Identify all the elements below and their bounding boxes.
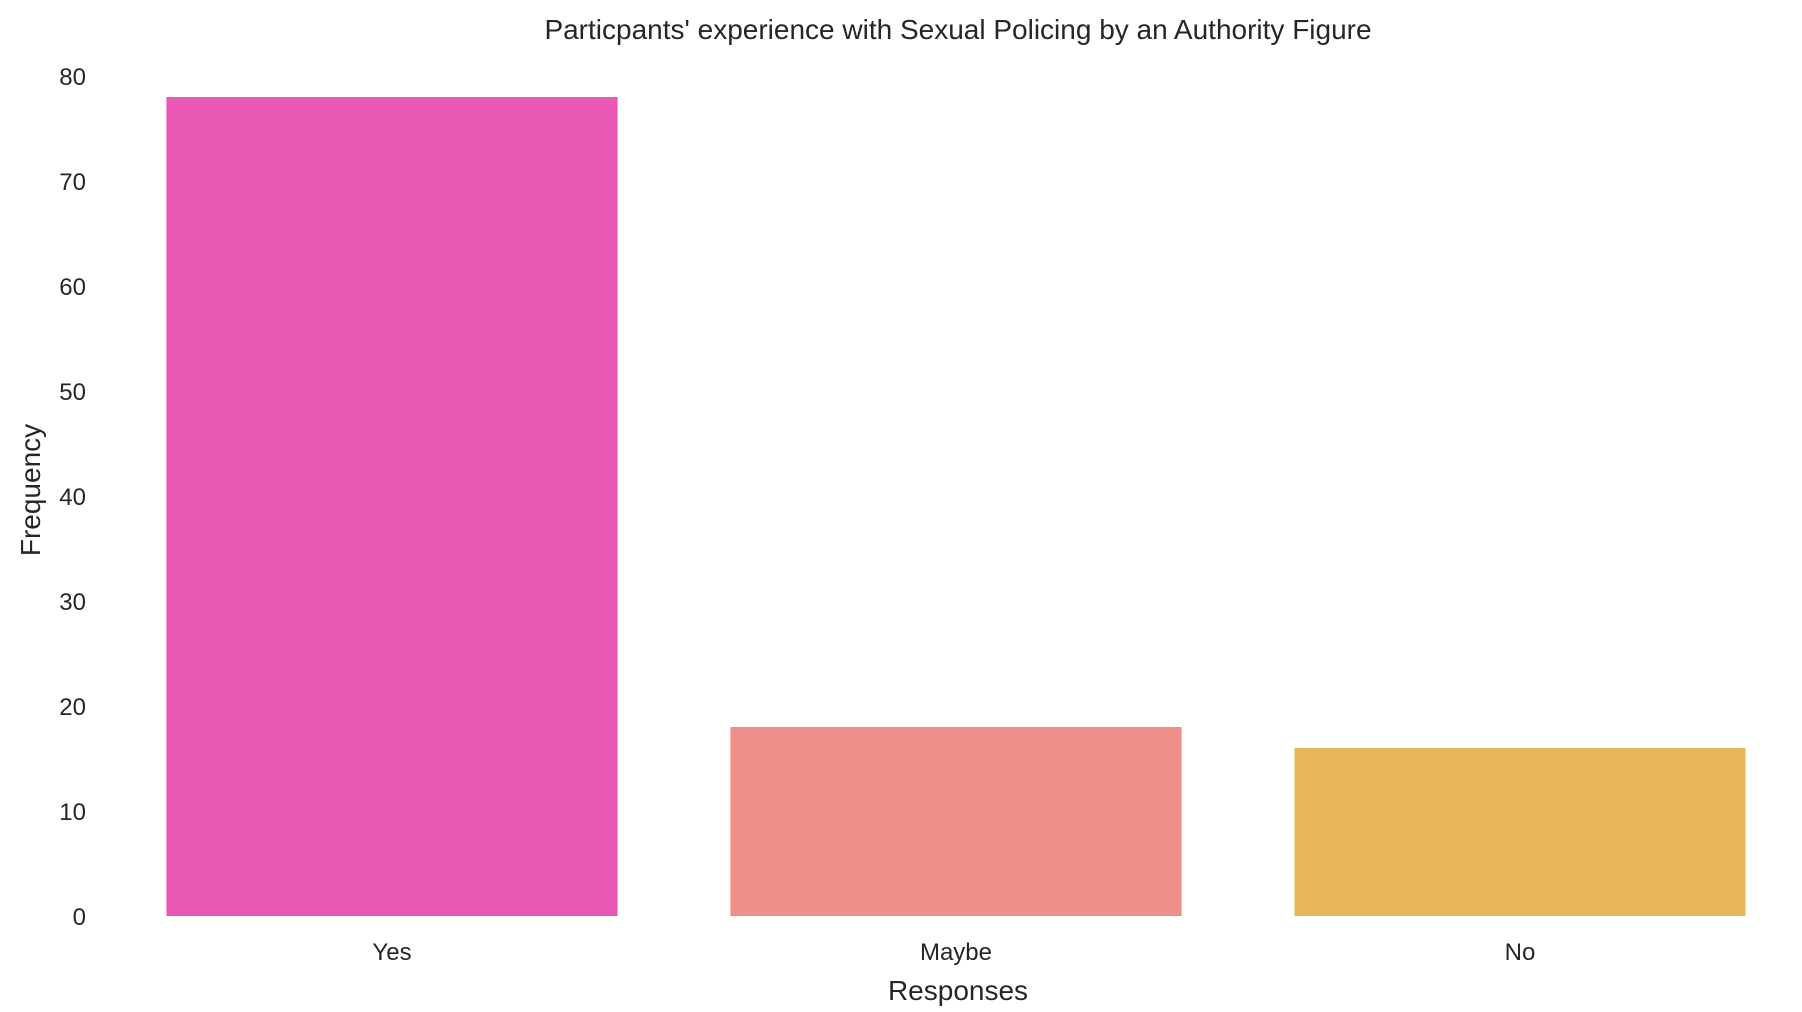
y-tick-label: 0 — [73, 904, 86, 931]
y-tick-label: 50 — [59, 379, 86, 406]
y-axis-label: Frequency — [15, 424, 46, 556]
x-axis-ticks: Yes Maybe No — [372, 939, 1535, 966]
x-tick-label: No — [1505, 939, 1536, 966]
bar-maybe — [730, 727, 1182, 916]
y-tick-label: 40 — [59, 484, 86, 511]
y-tick-label: 20 — [59, 694, 86, 721]
y-tick-label: 70 — [59, 169, 86, 196]
y-tick-label: 60 — [59, 274, 86, 301]
chart-title: Particpants' experience with Sexual Poli… — [544, 14, 1371, 45]
bar-no — [1294, 748, 1746, 916]
y-axis-ticks: 0 10 20 30 40 50 60 70 80 — [59, 64, 86, 931]
x-axis-label: Responses — [888, 975, 1028, 1006]
bars — [166, 97, 1746, 916]
bar-yes — [166, 97, 618, 916]
y-tick-label: 80 — [59, 64, 86, 91]
x-tick-label: Maybe — [920, 939, 992, 966]
x-tick-label: Yes — [372, 939, 411, 966]
y-tick-label: 30 — [59, 589, 86, 616]
y-tick-label: 10 — [59, 799, 86, 826]
